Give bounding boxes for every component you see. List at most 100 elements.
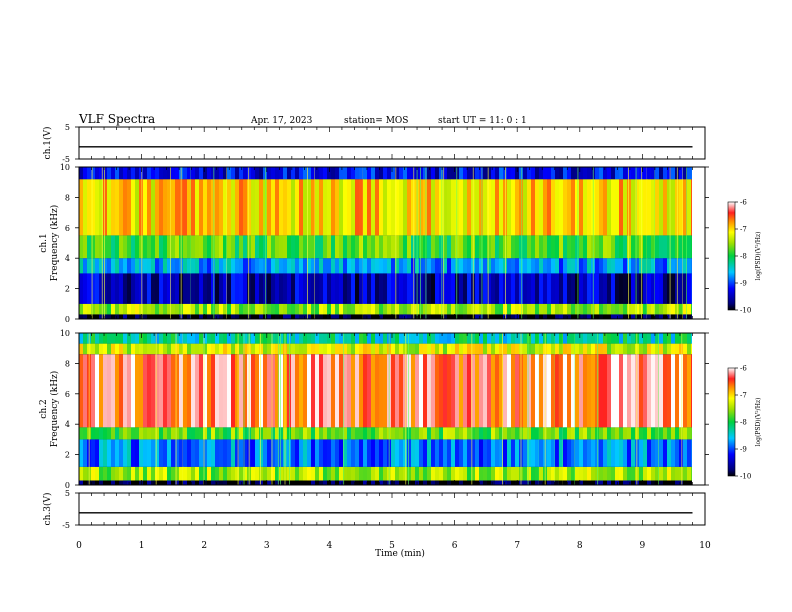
ch1-spectrogram-cell — [547, 167, 551, 180]
ch2-spectrogram-cell — [439, 333, 443, 344]
ch1-spectrogram-cell — [79, 258, 83, 274]
ch2-spectrogram-cell — [383, 427, 387, 440]
ch2-spectrogram-cell — [303, 333, 307, 344]
ch2-spectrogram-cell — [491, 333, 495, 344]
ch1-spectrogram-cell — [399, 258, 403, 274]
ch2-spectrogram-cell — [587, 333, 591, 344]
ch1-spectrogram-cell — [403, 303, 407, 315]
ch2-spectrogram-cell — [151, 439, 155, 467]
ch1-spectrogram-cell — [511, 179, 515, 236]
ch1-spectrogram-cell — [519, 179, 523, 236]
ch1-spectrogram-cell — [115, 258, 119, 274]
ch1-spectrogram-cell — [655, 314, 659, 319]
ch1-spectrogram-cell — [299, 303, 303, 315]
ch1-spectrogram-cell — [563, 314, 567, 319]
ch2-spectrogram-cell — [499, 427, 503, 440]
ch1-spectrogram-cell — [175, 273, 179, 304]
ch2-spectrogram-cell — [655, 427, 659, 440]
ch1-spectrogram-cell — [91, 273, 95, 304]
ch2-spectrogram-cell — [103, 427, 107, 440]
ch2-spectrogram-cell — [391, 439, 395, 467]
ch2-spectrogram-cell — [211, 354, 215, 428]
ch1-spectrogram-cell — [659, 235, 663, 259]
ch2-spectrogram-cell — [439, 439, 443, 467]
ch2-spectrogram-cell — [175, 439, 179, 467]
ch2-spectrogram-cell — [395, 333, 399, 344]
ch1-spectrogram-cell — [459, 179, 463, 236]
ch2-spectrogram-cell — [151, 354, 155, 428]
ch1-spectrogram-cell — [347, 235, 351, 259]
ch1-spectrogram-cell — [323, 273, 327, 304]
ch2-spectrogram-cell — [343, 427, 347, 440]
ch1-spectrogram-cell — [407, 258, 411, 274]
ch2-spectrogram-cell — [323, 466, 327, 481]
ch1-spectrogram-cell — [583, 314, 587, 319]
ch1-spectrogram-cell — [251, 303, 255, 315]
ch1-spectrogram-cell — [187, 235, 191, 259]
ch2-spectrogram-cell — [251, 354, 255, 428]
ch1-spectrogram-cell — [547, 235, 551, 259]
ch1-colorbar-tick-label: -7 — [740, 226, 747, 234]
ch1-spectrogram-cell — [635, 167, 639, 180]
ch1-spectrogram-ylabel: ch.1 Frequency (kHz) — [39, 205, 60, 282]
ch1-spectrogram-cell — [299, 258, 303, 274]
ch1-spectrogram-cell — [615, 273, 619, 304]
ch1-spectrogram-cell — [691, 258, 692, 274]
ch2-spectrogram-cell — [531, 466, 535, 481]
ch2-spectrogram-cell — [255, 333, 259, 344]
ch2-spectrogram-cell — [455, 354, 459, 428]
ch2-spectrogram-cell — [671, 466, 675, 481]
ch2-spectrogram-cell — [667, 480, 671, 485]
ch2-spectrogram-cell — [147, 466, 151, 481]
ch2-spectrogram-cell — [339, 480, 343, 485]
ch2-spectrogram-cell — [111, 427, 115, 440]
ch2-spectrogram-cell — [559, 439, 563, 467]
ch2-spectrogram-cell — [131, 333, 135, 344]
ch2-spectrogram-cell — [303, 480, 307, 485]
ch1-spectrogram-cell — [95, 167, 99, 180]
ch2-spectrogram-cell — [527, 333, 531, 344]
ch1-spectrogram-cell — [403, 273, 407, 304]
ch3-waveform-ytick-label: -5 — [62, 521, 70, 530]
ch1-spectrogram-cell — [547, 314, 551, 319]
ch1-spectrogram-cell — [487, 167, 491, 180]
ch2-spectrogram-cell — [127, 343, 131, 355]
ch2-spectrogram-cell — [535, 343, 539, 355]
ch1-spectrogram-cell — [483, 303, 487, 315]
ch2-spectrogram-cell — [371, 354, 375, 428]
ch2-spectrogram-cell — [103, 354, 107, 428]
ch1-spectrogram-cell — [387, 179, 391, 236]
ch2-spectrogram-cell — [471, 343, 475, 355]
ch2-spectrogram-cell — [399, 480, 403, 485]
ch1-spectrogram-cell — [643, 167, 647, 180]
ch2-spectrogram-cell — [339, 333, 343, 344]
ch2-spectrogram-cell — [127, 333, 131, 344]
ch2-spectrogram-cell — [163, 333, 167, 344]
ch1-spectrogram-cell — [159, 167, 163, 180]
ch1-spectrogram-cell — [299, 235, 303, 259]
ch2-spectrogram-cell — [187, 427, 191, 440]
ch2-spectrogram-cell — [547, 480, 551, 485]
ch2-spectrogram-cell — [227, 427, 231, 440]
ch2-spectrogram-cell — [195, 480, 199, 485]
ch2-spectrogram-cell — [579, 354, 583, 428]
ch2-spectrogram-cell — [495, 343, 499, 355]
ch2-spectrogram-cell — [439, 480, 443, 485]
ch2-spectrogram-cell — [507, 343, 511, 355]
ch2-spectrogram-cell — [527, 354, 531, 428]
ch2-spectrogram-cell — [591, 333, 595, 344]
ch2-spectrogram-cell — [451, 439, 455, 467]
ch1-spectrogram-cell — [579, 314, 583, 319]
ch1-spectrogram-cell — [359, 167, 363, 180]
ch2-spectrogram-cell — [383, 439, 387, 467]
ch2-spectrogram-cell — [167, 354, 171, 428]
ch1-spectrogram-cell — [395, 314, 399, 319]
ch2-spectrogram-cell — [315, 343, 319, 355]
ch1-spectrogram-cell — [235, 303, 239, 315]
ch1-spectrogram-cell — [259, 258, 263, 274]
ch2-spectrogram-cell — [231, 480, 235, 485]
ch1-spectrogram-cell — [687, 179, 691, 236]
ch1-spectrogram-cell — [111, 179, 115, 236]
ch1-spectrogram-cell — [467, 314, 471, 319]
ch1-spectrogram-cell — [519, 235, 523, 259]
